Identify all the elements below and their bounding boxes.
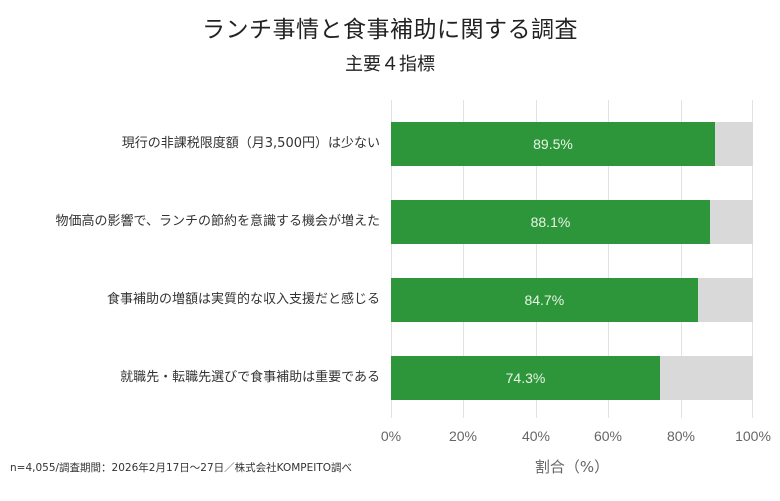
gridline-20 [463,100,464,418]
x-tick-label: 100% [735,428,771,444]
bar-fill: 89.5% [391,122,715,166]
x-tick-label: 0% [380,428,402,444]
bar-row: 74.3% [391,356,753,400]
gridline-100 [752,100,753,418]
x-axis-title: 割合（%） [534,458,610,476]
bar-value-label: 84.7% [524,292,565,308]
x-tick-label: 40% [521,428,551,444]
chart-subtitle: 主要４指標 [345,54,435,75]
bar-row: 89.5% [391,122,753,166]
bar-row: 88.1% [391,200,753,244]
plot-area: 89.5% 88.1% 84.7% 74.3% [391,100,753,418]
x-tick-label: 80% [666,428,696,444]
bar-value-label: 88.1% [530,214,571,230]
bar-fill: 84.7% [391,278,698,322]
gridline-80 [681,100,682,418]
category-label: 就職先・転職先選びで食事補助は重要である [120,370,380,385]
category-label: 食事補助の増額は実質的な収入支援だと感じる [106,292,380,307]
source-footnote: n=4,055/調査期間：2026年2月17日〜27日／株式会社KOMPEITO… [10,462,353,474]
bar-fill: 74.3% [391,356,660,400]
gridline-40 [536,100,537,418]
bar-fill: 88.1% [391,200,710,244]
x-tick-label: 20% [448,428,478,444]
category-label: 現行の非課税限度額（月3,500円）は少ない [121,136,380,151]
chart-title: ランチ事情と食事補助に関する調査 [202,17,578,43]
bar-value-label: 89.5% [533,136,573,152]
bar-value-label: 74.3% [505,370,546,386]
gridline-0 [391,100,392,418]
x-tick-label: 60% [593,428,623,444]
gridline-60 [608,100,609,418]
bar-row: 84.7% [391,278,753,322]
category-label: 物価高の影響で、ランチの節約を意識する機会が増えた [55,214,380,229]
